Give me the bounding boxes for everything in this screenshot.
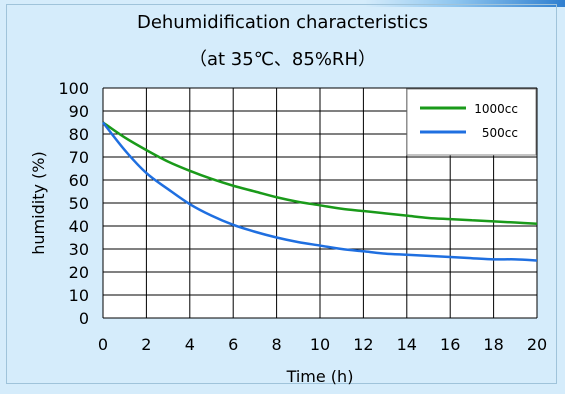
x-tick-label: 0 xyxy=(98,335,108,354)
y-tick-label: 90 xyxy=(69,102,89,121)
x-tick-label: 18 xyxy=(483,335,503,354)
legend-box xyxy=(406,88,537,156)
y-axis-label: humidity (%) xyxy=(29,151,48,254)
y-tick-label: 60 xyxy=(69,171,89,190)
y-tick-label: 10 xyxy=(69,286,89,305)
y-tick-label: 70 xyxy=(69,148,89,167)
y-tick-label: 50 xyxy=(69,194,89,213)
series-line-1000cc xyxy=(102,121,538,225)
x-tick-label: 10 xyxy=(310,335,330,354)
series-line-500cc xyxy=(102,121,538,262)
chart-subtitle: （at 35℃、85%RH） xyxy=(189,49,376,70)
x-axis-label: Time (h) xyxy=(286,367,354,386)
y-tick-label: 100 xyxy=(58,79,89,98)
legend-label: 500cc xyxy=(482,126,518,140)
y-tick-label: 0 xyxy=(79,309,89,328)
x-tick-label: 20 xyxy=(527,335,547,354)
y-tick-label: 20 xyxy=(69,263,89,282)
x-tick-label: 8 xyxy=(272,335,282,354)
x-tick-label: 14 xyxy=(397,335,417,354)
legend-label: 1000cc xyxy=(474,102,518,116)
x-tick-label: 2 xyxy=(141,335,151,354)
x-tick-label: 12 xyxy=(353,335,373,354)
x-tick-label: 6 xyxy=(228,335,238,354)
x-tick-label: 16 xyxy=(440,335,460,354)
y-tick-label: 40 xyxy=(69,217,89,236)
y-tick-label: 80 xyxy=(69,125,89,144)
chart-title: Dehumidification characteristics xyxy=(136,12,429,33)
corner-decoration xyxy=(364,0,565,7)
y-tick-label: 30 xyxy=(69,240,89,259)
x-tick-label: 4 xyxy=(185,335,195,354)
